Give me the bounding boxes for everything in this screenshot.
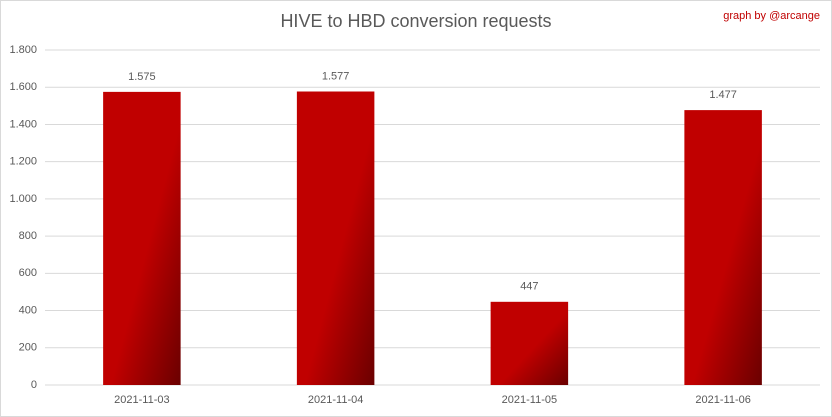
value-label: 1.577 bbox=[322, 70, 350, 82]
y-tick-label: 1.000 bbox=[9, 193, 37, 205]
y-tick-label: 0 bbox=[31, 379, 37, 391]
bar bbox=[103, 91, 181, 385]
y-tick-label: 1.800 bbox=[9, 44, 37, 56]
bar bbox=[490, 301, 569, 385]
x-tick-label: 2021-11-06 bbox=[695, 394, 750, 406]
bar bbox=[684, 110, 762, 385]
x-tick-label: 2021-11-05 bbox=[502, 394, 557, 406]
y-tick-label: 1.200 bbox=[9, 156, 37, 168]
y-tick-label: 1.600 bbox=[9, 81, 37, 93]
x-tick-label: 2021-11-04 bbox=[308, 394, 363, 406]
bar bbox=[296, 91, 375, 385]
x-tick-label: 2021-11-03 bbox=[114, 394, 169, 406]
annotation: graph by @arcange bbox=[723, 10, 820, 22]
y-tick-label: 600 bbox=[19, 267, 37, 279]
y-tick-label: 400 bbox=[19, 304, 37, 316]
value-label: 1.575 bbox=[128, 71, 156, 83]
y-tick-label: 800 bbox=[19, 230, 37, 242]
y-tick-label: 1.400 bbox=[9, 118, 37, 130]
value-label: 1.477 bbox=[709, 89, 737, 101]
y-tick-label: 200 bbox=[19, 342, 37, 354]
value-label: 447 bbox=[520, 281, 538, 293]
chart-title: HIVE to HBD conversion requests bbox=[280, 11, 551, 31]
